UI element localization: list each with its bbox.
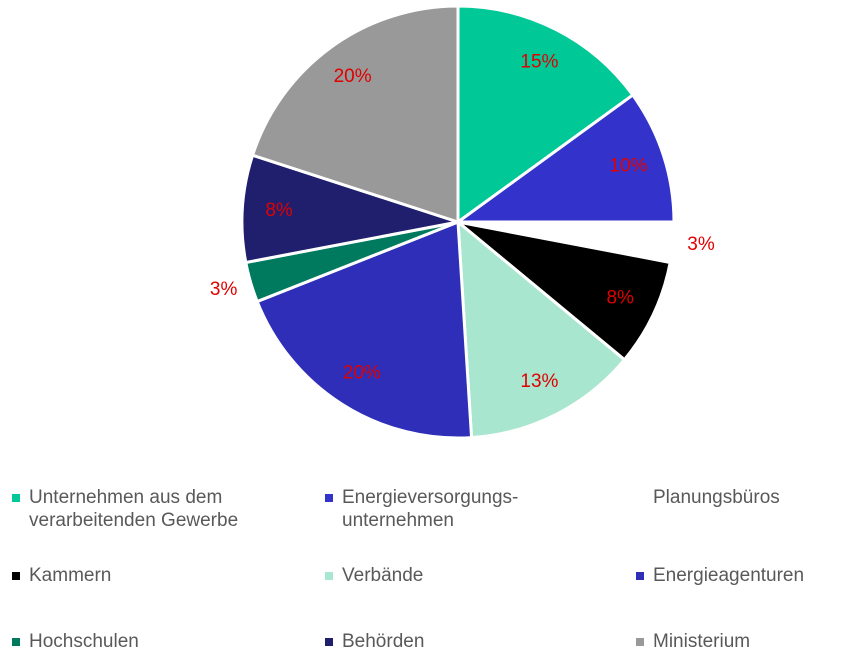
data-label: 20% bbox=[334, 66, 372, 87]
legend-label: Hochschulen bbox=[29, 631, 139, 652]
data-label: 15% bbox=[520, 51, 558, 72]
pie-slice bbox=[255, 219, 474, 440]
legend-swatch bbox=[636, 638, 644, 646]
legend-swatch bbox=[636, 572, 644, 580]
data-label: 3% bbox=[687, 234, 715, 255]
legend-label: Planungsbüros bbox=[653, 487, 780, 508]
legend-entry: Behörden bbox=[325, 630, 615, 653]
data-label: 20% bbox=[343, 362, 381, 383]
pie-slice bbox=[250, 4, 460, 225]
data-label: 10% bbox=[609, 156, 647, 177]
legend-swatch bbox=[12, 494, 20, 502]
pie-slice bbox=[453, 92, 676, 224]
legend-label: Verbände bbox=[342, 565, 424, 586]
legend-swatch bbox=[12, 638, 20, 646]
legend-swatch bbox=[12, 572, 20, 580]
legend-swatch bbox=[325, 638, 333, 646]
pie-slice bbox=[456, 218, 627, 440]
legend-swatch bbox=[325, 572, 333, 580]
legend-entry: Ministerium bbox=[636, 630, 842, 653]
pie-area: 15% 10% 3% 8% 13% 20% 3% 8% 20% bbox=[210, 4, 715, 440]
legend-entry: Energieagenturen bbox=[636, 564, 842, 587]
legend-swatch bbox=[636, 494, 644, 502]
data-label: 3% bbox=[210, 279, 238, 300]
data-label: 13% bbox=[520, 371, 558, 392]
legend-entry: Planungsbüros bbox=[636, 486, 842, 509]
legend-entry: Hochschulen bbox=[12, 630, 302, 653]
pie-slice bbox=[456, 4, 635, 225]
legend-label: Kammern bbox=[29, 565, 112, 586]
legend-label: Energieversorgungs-unternehmen bbox=[342, 487, 519, 531]
pie-slice bbox=[240, 153, 459, 265]
legend-entry: Unternehmen aus dem verarbeitenden Gewer… bbox=[12, 486, 302, 532]
legend-entry: Energieversorgungs-unternehmen bbox=[325, 486, 615, 532]
legend-label: Ministerium bbox=[653, 631, 751, 652]
pie-slice bbox=[457, 220, 672, 362]
legend-label: Energieagenturen bbox=[653, 565, 805, 586]
legend-label: Unternehmen aus dem verarbeitenden Gewer… bbox=[29, 487, 239, 531]
data-label: 8% bbox=[265, 200, 293, 221]
legend-label: Behörden bbox=[342, 631, 425, 652]
legend-entry: Kammern bbox=[12, 564, 302, 587]
legend-entry: Verbände bbox=[325, 564, 615, 587]
legend-swatch bbox=[325, 494, 333, 502]
data-label: 8% bbox=[606, 287, 634, 308]
